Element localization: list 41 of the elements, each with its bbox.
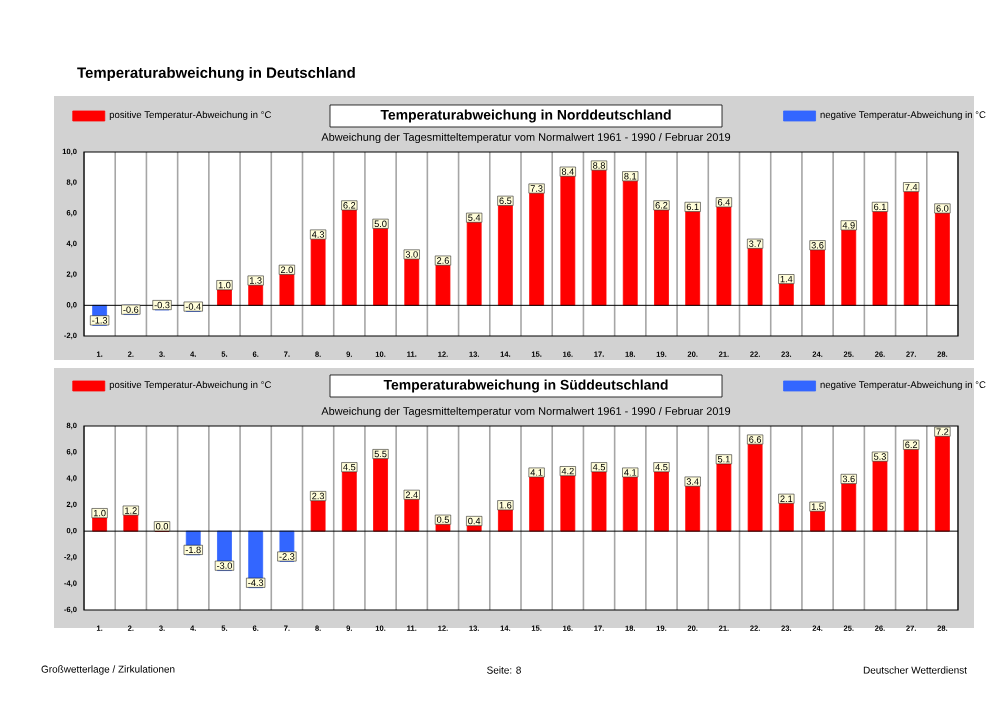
- bar: [841, 483, 857, 532]
- bar: [279, 274, 295, 306]
- bar: [841, 229, 857, 306]
- bar: [466, 222, 482, 306]
- bar: [810, 249, 825, 306]
- bar: [591, 169, 607, 306]
- bar: [341, 209, 357, 306]
- bar: [310, 238, 326, 306]
- bar: [498, 205, 513, 306]
- bar: [716, 463, 732, 532]
- bar: [778, 283, 794, 306]
- bar: [560, 475, 576, 532]
- bar: [778, 503, 794, 532]
- bar: [622, 476, 638, 532]
- bar: [310, 500, 326, 532]
- bar: [217, 289, 232, 306]
- bar: [529, 476, 545, 532]
- bar: [716, 206, 732, 306]
- bar: [560, 176, 576, 306]
- bar: [529, 192, 545, 306]
- bar: [685, 486, 701, 532]
- bar: [685, 211, 701, 306]
- bar: [404, 499, 420, 532]
- bar: [747, 248, 763, 306]
- bar: [747, 444, 763, 532]
- bar: [872, 461, 888, 532]
- bar: [622, 180, 638, 306]
- bar: [341, 471, 357, 532]
- bar: [903, 191, 919, 306]
- bar: [654, 209, 669, 306]
- bar: [872, 211, 888, 306]
- bar: [591, 471, 607, 532]
- bar: [654, 471, 669, 532]
- bar: [935, 212, 950, 306]
- bar: [248, 285, 264, 306]
- bar: [373, 458, 388, 532]
- bar: [373, 228, 388, 306]
- bar: [435, 265, 451, 306]
- bar: [404, 258, 420, 306]
- bar: [903, 449, 919, 532]
- bar: [935, 436, 950, 532]
